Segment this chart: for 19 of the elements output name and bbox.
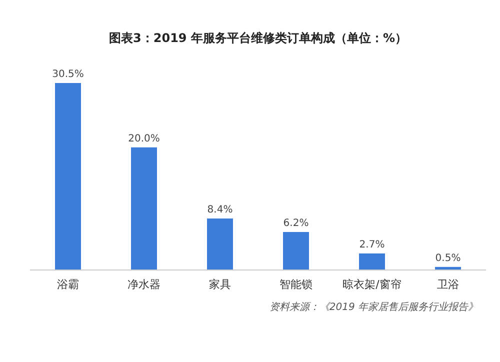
chart-title: 图表3：2019 年服务平台维修类订单构成（单位：%） [109, 31, 407, 45]
bar [207, 218, 233, 270]
data-label: 30.5% [52, 69, 84, 80]
text: 资料来源：《2019 年家居售后服务行业报告》 [269, 301, 478, 313]
x-tick-label: 智能锁 [280, 278, 312, 291]
data-label: 20.0% [128, 133, 160, 144]
data-label: 6.2% [283, 218, 309, 229]
bar [283, 232, 309, 270]
data-label: 0.5% [435, 252, 461, 264]
bar [55, 83, 81, 270]
data-label: 8.4% [207, 204, 233, 216]
x-tick-label: 家具 [209, 278, 231, 291]
x-tick-label: 晾衣架/窗帘 [342, 278, 402, 291]
x-tick-label: 浴霸 [57, 278, 79, 291]
bar [359, 253, 385, 270]
data-label: 2.7% [359, 239, 385, 250]
x-tick-label: 净水器 [128, 278, 160, 291]
bar [131, 147, 157, 270]
x-tick-label: 卫浴 [437, 278, 459, 291]
